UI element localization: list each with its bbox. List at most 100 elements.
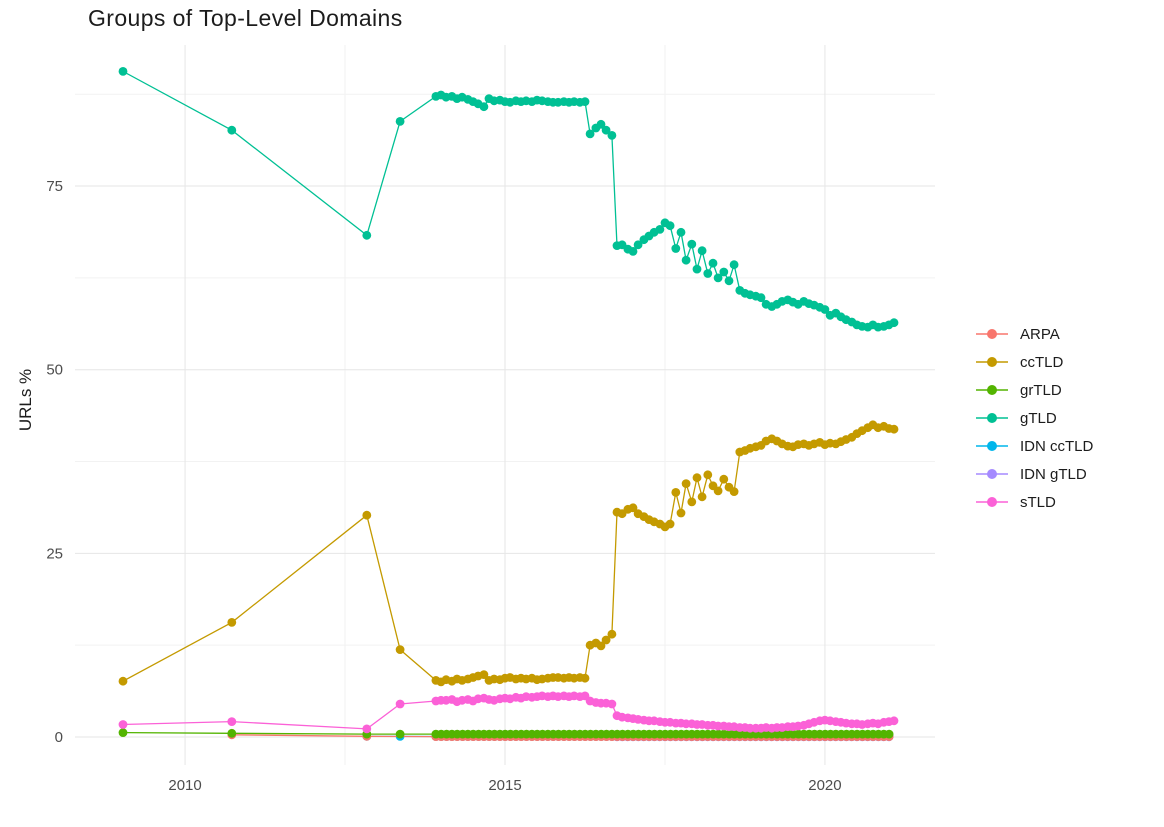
data-point-ccTLD [719, 474, 729, 484]
legend-item-grtld: grTLD [975, 376, 1093, 404]
legend-label-cctld: ccTLD [1020, 353, 1064, 371]
legend-key-dot [987, 329, 997, 339]
data-point-gTLD [681, 255, 691, 265]
data-point-gTLD [628, 247, 638, 256]
legend-item-idn-gtld: IDN gTLD [975, 460, 1093, 488]
data-point-gTLD [118, 67, 128, 76]
legend-item-cctld: ccTLD [975, 348, 1093, 376]
x-tick-label: 2020 [808, 777, 841, 794]
y-tick-label: 25 [46, 545, 63, 562]
legend-item-idn-cctld: IDN ccTLD [975, 432, 1093, 460]
data-point-gTLD [671, 244, 681, 253]
data-point-gTLD [703, 269, 713, 278]
data-point-gTLD [633, 240, 643, 250]
y-tick-label: 75 [46, 178, 63, 195]
data-point-ccTLD [580, 673, 590, 683]
legend-item-stld: sTLD [975, 488, 1093, 516]
data-point-ccTLD [362, 510, 372, 520]
data-point-gTLD [708, 258, 718, 268]
data-point-gTLD [665, 221, 675, 231]
legend-item-gtld: gTLD [975, 404, 1093, 432]
data-point-ccTLD [697, 492, 707, 502]
data-point-sTLD [118, 720, 128, 729]
data-point-grTLD [227, 728, 237, 738]
legend-key-dot [987, 413, 997, 423]
data-point-gTLD [756, 293, 766, 303]
data-point-gTLD [596, 119, 606, 129]
legend-label-idn-gtld: IDN gTLD [1020, 465, 1087, 483]
data-point-gTLD [719, 267, 729, 277]
data-point-gTLD [655, 225, 665, 234]
data-point-gTLD [692, 264, 702, 274]
data-point-sTLD [362, 724, 372, 734]
data-point-ccTLD [607, 629, 617, 639]
legend-key-dot [987, 441, 997, 451]
data-point-gTLD [676, 227, 686, 237]
data-point-ccTLD [395, 645, 405, 654]
data-point-ccTLD [676, 508, 686, 518]
data-point-gTLD [729, 260, 739, 270]
legend-key-idn-gtld [976, 469, 1008, 479]
data-point-gTLD [724, 276, 734, 286]
data-point-gTLD [362, 230, 372, 240]
legend-key-dot [987, 497, 997, 507]
legend-label-stld: sTLD [1020, 493, 1056, 511]
data-point-ccTLD [713, 486, 723, 496]
legend-key-grtld [976, 385, 1008, 395]
data-point-gTLD [580, 97, 590, 106]
data-point-ccTLD [628, 503, 638, 513]
data-point-ccTLD [671, 488, 681, 497]
data-point-ccTLD [665, 519, 675, 529]
legend-key-dot [987, 469, 997, 479]
data-point-sTLD [607, 699, 617, 709]
legend-key-dot [987, 385, 997, 395]
data-point-ccTLD [703, 470, 713, 480]
series-line-gTLD [122, 70, 895, 328]
legend-label-gtld: gTLD [1020, 409, 1057, 427]
legend: ARPA ccTLD grTLD gTLD IDN ccTLD IDN gTLD sTLD [975, 320, 1093, 516]
data-point-gTLD [395, 117, 405, 126]
data-point-gTLD [713, 273, 723, 283]
data-point-ccTLD [681, 479, 691, 488]
legend-label-idn-cctld: IDN ccTLD [1020, 437, 1094, 455]
data-point-gTLD [585, 129, 595, 139]
data-point-grTLD [118, 728, 128, 737]
data-point-ccTLD [889, 424, 899, 434]
data-point-ccTLD [596, 641, 606, 651]
x-tick-label: 2015 [488, 777, 521, 794]
data-point-ccTLD [601, 635, 611, 645]
legend-item-arpa: ARPA [975, 320, 1093, 348]
data-point-ccTLD [118, 676, 128, 686]
legend-label-grtld: grTLD [1020, 381, 1062, 399]
legend-label-arpa: ARPA [1020, 325, 1060, 343]
x-tick-label: 2010 [168, 777, 201, 794]
data-point-grTLD [395, 729, 405, 739]
legend-key-gtld [976, 413, 1008, 423]
data-point-gTLD [227, 125, 237, 135]
data-point-sTLD [227, 717, 237, 726]
legend-key-dot [987, 357, 997, 367]
legend-key-idn-cctld [976, 441, 1008, 451]
data-point-ccTLD [227, 618, 237, 627]
data-point-grTLD [884, 729, 894, 739]
data-point-gTLD [889, 318, 899, 328]
data-point-ccTLD [687, 497, 697, 507]
data-point-ccTLD [479, 670, 489, 679]
data-point-gTLD [687, 239, 697, 249]
legend-key-stld [976, 497, 1008, 507]
data-point-gTLD [601, 125, 611, 135]
data-point-sTLD [395, 699, 405, 709]
data-point-ccTLD [729, 487, 739, 496]
data-point-gTLD [607, 131, 617, 140]
data-point-gTLD [479, 102, 489, 112]
legend-key-arpa [976, 329, 1008, 339]
chart-title: Groups of Top-Level Domains [88, 5, 403, 31]
data-point-gTLD [697, 246, 707, 256]
y-tick-label: 50 [46, 362, 63, 379]
data-point-ccTLD [692, 473, 702, 483]
data-point-sTLD [889, 716, 899, 726]
y-tick-label: 0 [55, 729, 63, 746]
